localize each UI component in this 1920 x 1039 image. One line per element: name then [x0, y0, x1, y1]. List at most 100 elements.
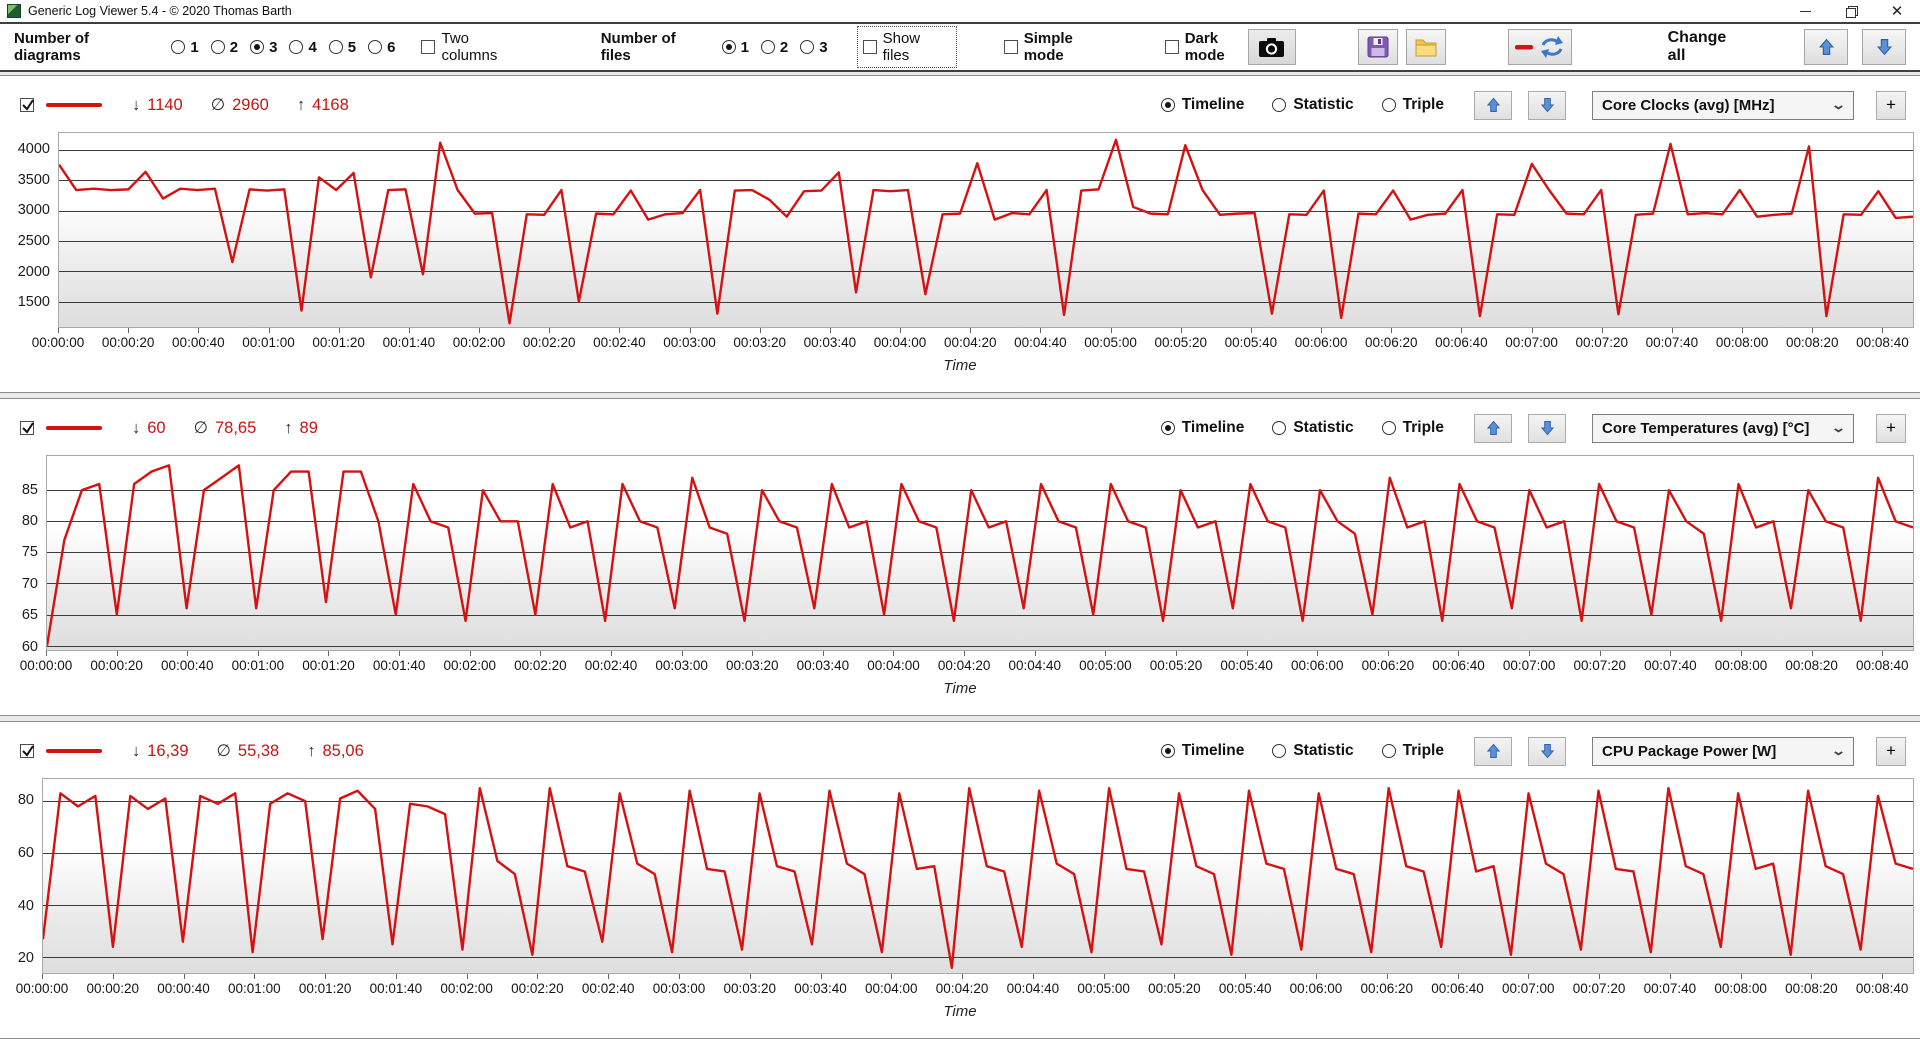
radio-view-statistic[interactable]: Statistic [1272, 96, 1354, 114]
radio-diagrams-3[interactable]: 3 [250, 39, 277, 56]
radio-diagrams-4[interactable]: 4 [289, 39, 317, 56]
radio-view-triple[interactable]: Triple [1381, 96, 1444, 114]
metric-dropdown[interactable]: CPU Package Power [W] ⌄ [1592, 736, 1854, 766]
reset-color-button[interactable] [1507, 29, 1572, 65]
min-arrow-icon: ↓ [132, 418, 141, 437]
metric-dropdown[interactable]: Core Clocks (avg) [MHz] ⌄ [1592, 90, 1854, 120]
radio-view-timeline[interactable]: Timeline [1160, 419, 1244, 437]
series-line [59, 133, 1913, 327]
x-axis-labels: 00:00:00 00:00:20 00:00:40 00:01:00 00:01:20… [16, 981, 1914, 1000]
radio-files-3[interactable]: 3 [800, 39, 828, 56]
max-value: 4168 [312, 95, 349, 114]
radio-view-statistic[interactable]: Statistic [1272, 742, 1354, 760]
x-tick-label: 00:08:00 [1714, 981, 1767, 996]
series-visible-checkbox[interactable] [20, 98, 34, 112]
move-chart-down-button[interactable] [1528, 90, 1566, 120]
x-tick-mark [187, 651, 189, 656]
radio-label: 2 [779, 38, 789, 56]
x-tick-mark [1670, 651, 1672, 656]
charts-container: ↓ 1140 ∅ 2960 ↑ 4168 Timeline Statistic Tr… [0, 72, 1920, 1039]
add-metric-button[interactable]: + [1876, 736, 1906, 766]
move-chart-up-button[interactable] [1474, 736, 1512, 766]
radio-diagrams-6[interactable]: 6 [368, 39, 395, 56]
y-tick-label: 70 [21, 575, 38, 592]
x-tick-mark [820, 974, 822, 979]
radio-label: Triple [1402, 742, 1444, 759]
x-tick-mark [183, 974, 185, 979]
x-tick-label: 00:00:20 [101, 335, 155, 350]
x-tick-label: 00:04:20 [935, 981, 989, 996]
series-visible-checkbox[interactable] [20, 421, 34, 435]
x-tick-label: 00:08:00 [1714, 658, 1768, 673]
dark-mode-checkbox[interactable]: Dark mode [1164, 30, 1262, 64]
move-chart-down-button[interactable] [1528, 413, 1566, 443]
move-chart-up-button[interactable] [1474, 90, 1512, 120]
radio-icon [250, 40, 265, 54]
x-tick-mark [328, 651, 330, 656]
screenshot-button[interactable] [1247, 29, 1296, 65]
show-files-checkbox[interactable]: Show files [856, 26, 957, 68]
x-tick-label: 00:04:40 [1008, 658, 1062, 673]
x-tick-mark [268, 328, 270, 333]
x-tick-mark [1599, 651, 1601, 656]
check-icon [22, 99, 34, 111]
radio-view-timeline[interactable]: Timeline [1160, 96, 1244, 114]
radio-view-triple[interactable]: Triple [1381, 742, 1444, 760]
series-visible-checkbox[interactable] [20, 744, 34, 758]
x-tick-label: 00:06:20 [1360, 981, 1414, 996]
x-tick-mark [1034, 651, 1036, 656]
x-tick-label: 00:05:40 [1220, 658, 1273, 673]
x-tick-label: 00:03:20 [725, 658, 779, 673]
x-tick-mark [1180, 328, 1182, 333]
radio-view-timeline[interactable]: Timeline [1160, 742, 1244, 760]
chart-plot-area[interactable] [42, 778, 1914, 974]
change-all-up-button[interactable] [1804, 29, 1849, 65]
add-metric-button[interactable]: + [1876, 90, 1906, 120]
radio-files-1[interactable]: 1 [721, 39, 749, 56]
chevron-down-icon: ⌄ [1830, 420, 1847, 435]
simple-mode-checkbox[interactable]: Simple mode [1003, 30, 1117, 64]
chart-plot-area[interactable] [46, 455, 1914, 651]
minimize-button[interactable] [1782, 0, 1828, 22]
save-button[interactable] [1357, 29, 1398, 65]
y-tick-label: 1500 [17, 294, 50, 311]
open-folder-button[interactable] [1405, 29, 1446, 65]
two-columns-checkbox[interactable]: Two columns [421, 30, 528, 64]
x-axis-title: Time [943, 1003, 977, 1020]
x-tick-mark [469, 651, 471, 656]
change-all-down-button[interactable] [1862, 29, 1907, 65]
radio-files-2[interactable]: 2 [760, 38, 789, 56]
save-icon [1367, 36, 1389, 58]
metric-dropdown[interactable]: Core Temperatures (avg) [°C] ⌄ [1592, 413, 1854, 443]
x-tick-mark [1811, 974, 1813, 979]
y-tick-label: 80 [21, 512, 38, 529]
x-tick-mark [46, 651, 47, 656]
dark-mode-label: Dark mode [1184, 30, 1225, 64]
x-tick-label: 00:03:40 [796, 658, 850, 673]
restore-button[interactable] [1828, 0, 1874, 22]
y-tick-label: 2000 [17, 263, 50, 280]
radio-diagrams-1[interactable]: 1 [171, 39, 199, 56]
radio-icon [1381, 98, 1396, 112]
chart-plot-area[interactable] [58, 132, 1914, 328]
metric-dropdown-value: Core Clocks (avg) [MHz] [1602, 96, 1775, 114]
x-tick-label: 00:06:00 [1289, 981, 1343, 996]
move-chart-up-button[interactable] [1474, 413, 1512, 443]
x-tick-label: 00:05:20 [1154, 335, 1208, 350]
up-arrow-icon [1486, 743, 1500, 759]
close-button[interactable]: ✕ [1874, 0, 1920, 22]
radio-diagrams-5[interactable]: 5 [328, 39, 356, 56]
x-tick-label: 00:05:40 [1224, 335, 1278, 350]
radio-view-triple[interactable]: Triple [1381, 419, 1444, 437]
add-metric-button[interactable]: + [1876, 413, 1906, 443]
x-tick-mark [1882, 328, 1884, 333]
x-tick-label: 00:08:40 [1855, 658, 1909, 673]
x-tick-mark [1317, 651, 1319, 656]
radio-view-statistic[interactable]: Statistic [1272, 419, 1354, 437]
x-tick-mark [610, 651, 612, 656]
x-tick-label: 00:08:40 [1855, 981, 1909, 996]
move-chart-down-button[interactable] [1528, 736, 1566, 766]
x-tick-mark [891, 974, 893, 979]
x-tick-mark [1386, 974, 1388, 979]
radio-diagrams-2[interactable]: 2 [210, 39, 238, 56]
